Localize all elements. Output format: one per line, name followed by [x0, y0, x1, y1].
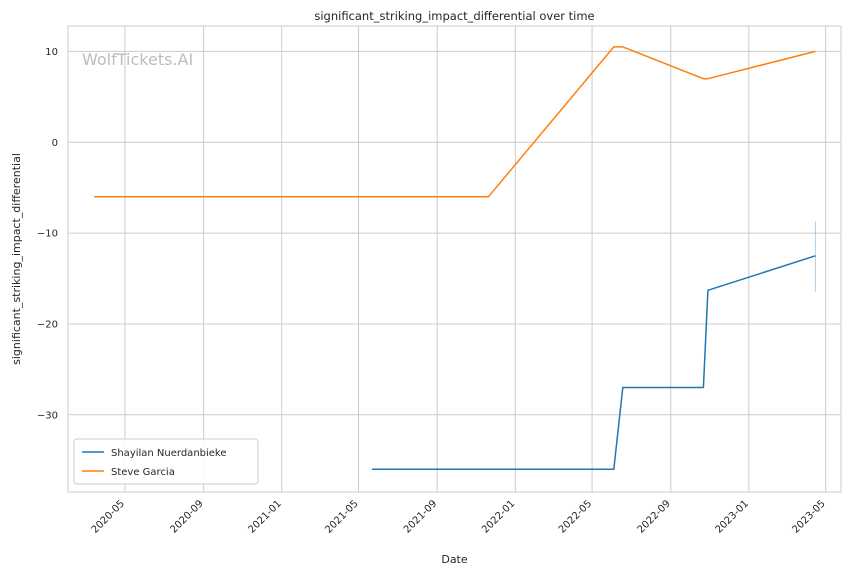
series-line-shayilan-nuerdanbieke — [372, 255, 816, 471]
watermark: WolfTickets.AI — [82, 50, 193, 69]
y-tick-label: 10 — [45, 47, 58, 58]
y-axis-title: significant_striking_impact_differential — [10, 153, 23, 365]
legend-box — [73, 438, 259, 485]
series-lines — [94, 46, 816, 471]
legend: Shayilan Nuerdanbieke Steve Garcia — [73, 438, 259, 485]
y-tick-label: 0 — [52, 138, 58, 149]
x-axis-title: Date — [441, 553, 468, 566]
series-line-steve-garcia — [94, 46, 816, 198]
grid — [68, 26, 841, 492]
y-tick-label: −10 — [37, 229, 58, 240]
chart-title: significant_striking_impact_differential… — [314, 9, 594, 23]
y-tick-label: −20 — [37, 319, 58, 330]
y-tick-labels: 10 0 −10 −20 −30 — [37, 47, 58, 421]
legend-label-shayilan-nuerdanbieke: Shayilan Nuerdanbieke — [111, 448, 227, 459]
legend-label-steve-garcia: Steve Garcia — [111, 467, 175, 478]
y-tick-label: −30 — [37, 410, 58, 421]
plot-area-frame — [67, 25, 842, 493]
